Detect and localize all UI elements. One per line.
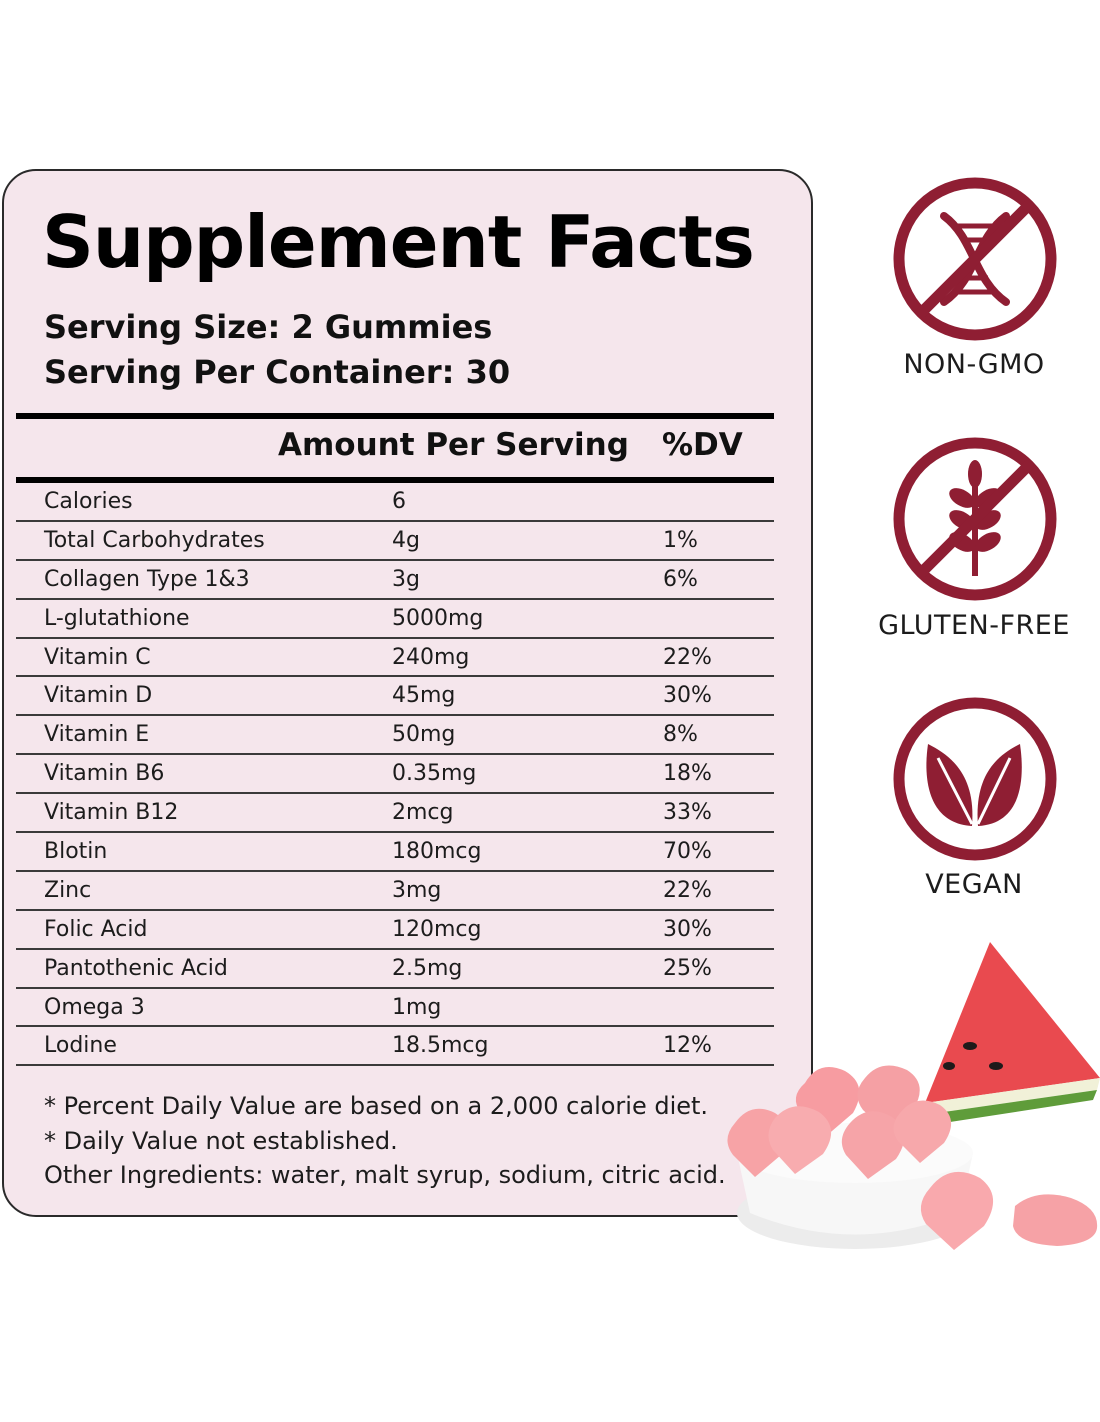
nutrient-dv: 22%: [663, 877, 712, 903]
nutrient-name: Lodine: [44, 1033, 117, 1059]
other-ingredients: Other Ingredients: water, malt syrup, so…: [44, 1161, 726, 1189]
nutrient-dv: 33%: [663, 800, 712, 826]
nutrient-amount: 4g: [392, 527, 420, 553]
nutrient-dv: 18%: [663, 761, 712, 787]
nutrient-name: Calories: [44, 489, 133, 514]
footnotes: * Percent Daily Value are based on a 2,0…: [44, 1089, 726, 1193]
nutrient-amount: 180mcg: [392, 839, 482, 865]
nutrient-amount: 2.5mg: [392, 955, 463, 981]
table-row: Calories 6: [16, 483, 774, 522]
nutrient-name: L-glutathione: [44, 605, 190, 631]
nutrient-dv: 30%: [663, 916, 712, 942]
dna-crossed-icon: [893, 177, 1057, 341]
nutrient-name: Pantothenic Acid: [44, 955, 228, 981]
nutrient-name: Vitamin B12: [44, 800, 179, 826]
header-top-rule: [16, 413, 774, 419]
nutrient-name: Vitamin E: [44, 722, 150, 748]
serving-size: Serving Size: 2 Gummies: [44, 308, 493, 346]
table-row: Total Carbohydrates 4g 1%: [16, 522, 774, 561]
table-row: Collagen Type 1&3 3g 6%: [16, 561, 774, 600]
table-row: Vitamin B6 0.35mg 18%: [16, 755, 774, 795]
leaves-icon: [893, 697, 1057, 861]
nutrient-name: Total Carbohydrates: [44, 527, 265, 553]
nutrient-dv: 70%: [663, 839, 712, 865]
footnote-not-established: * Daily Value not established.: [44, 1126, 398, 1155]
table-row: Blotin 180mcg 70%: [16, 833, 774, 872]
non-gmo-label: NON-GMO: [903, 349, 1045, 380]
table-row: Vitamin E 50mg 8%: [16, 716, 774, 756]
table-row: Vitamin C 240mg 22%: [16, 639, 774, 678]
gummies-watermelon-image: [727, 942, 1100, 1250]
nutrient-amount: 5000mg: [392, 605, 484, 631]
wheat-crossed-icon: [893, 437, 1057, 601]
table-row: Vitamin B12 2mcg 33%: [16, 794, 774, 834]
table-row: Folic Acid 120mcg 30%: [16, 911, 774, 950]
nutrient-amount: 6: [392, 489, 406, 514]
nutrient-dv: 1%: [663, 527, 698, 553]
facts-table: Calories 6 Total Carbohydrates 4g 1% Col…: [16, 483, 774, 1067]
footnote-daily-value: * Percent Daily Value are based on a 2,0…: [44, 1092, 709, 1120]
nutrient-dv: 8%: [663, 722, 698, 748]
table-row: Zinc 3mg 22%: [16, 872, 774, 911]
nutrient-dv: 22%: [663, 644, 712, 670]
header-bottom-rule: [16, 477, 774, 483]
nutrient-dv: 6%: [663, 566, 698, 592]
nutrient-amount: 1mg: [392, 994, 442, 1020]
nutrient-name: Collagen Type 1&3: [44, 566, 250, 592]
nutrient-name: Omega 3: [44, 994, 145, 1020]
servings-per-container: Serving Per Container: 30: [44, 353, 511, 391]
nutrient-name: Blotin: [44, 839, 108, 865]
nutrient-name: Vitamin B6: [44, 761, 165, 787]
nutrient-amount: 45mg: [392, 683, 456, 709]
vegan-label: VEGAN: [925, 869, 1023, 900]
dv-column-header: %DV: [662, 427, 743, 463]
nutrient-dv: 12%: [663, 1033, 712, 1059]
nutrient-amount: 18.5mcg: [392, 1033, 489, 1059]
nutrient-amount: 50mg: [392, 722, 456, 748]
nutrient-amount: 0.35mg: [392, 761, 477, 787]
nutrient-dv: 25%: [663, 955, 712, 981]
gluten-free-label: GLUTEN-FREE: [878, 610, 1070, 641]
nutrient-amount: 3g: [392, 566, 420, 592]
table-row: Lodine 18.5mcg 12%: [16, 1027, 774, 1067]
nutrient-amount: 2mcg: [392, 800, 454, 826]
amount-column-header: Amount Per Serving: [278, 427, 629, 463]
facts-title: Supplement Facts: [42, 200, 755, 284]
nutrient-amount: 120mcg: [392, 916, 482, 942]
table-row: Pantothenic Acid 2.5mg 25%: [16, 950, 774, 989]
nutrient-name: Vitamin D: [44, 683, 153, 709]
nutrient-name: Folic Acid: [44, 916, 148, 942]
table-row: L-glutathione 5000mg: [16, 600, 774, 639]
nutrient-amount: 240mg: [392, 644, 470, 670]
nutrient-amount: 3mg: [392, 877, 442, 903]
nutrient-dv: 30%: [663, 683, 712, 709]
nutrient-name: Vitamin C: [44, 644, 151, 670]
table-row: Vitamin D 45mg 30%: [16, 677, 774, 717]
nutrient-name: Zinc: [44, 877, 92, 903]
table-row: Omega 3 1mg: [16, 989, 774, 1028]
supplement-facts-panel: [2, 169, 813, 1217]
